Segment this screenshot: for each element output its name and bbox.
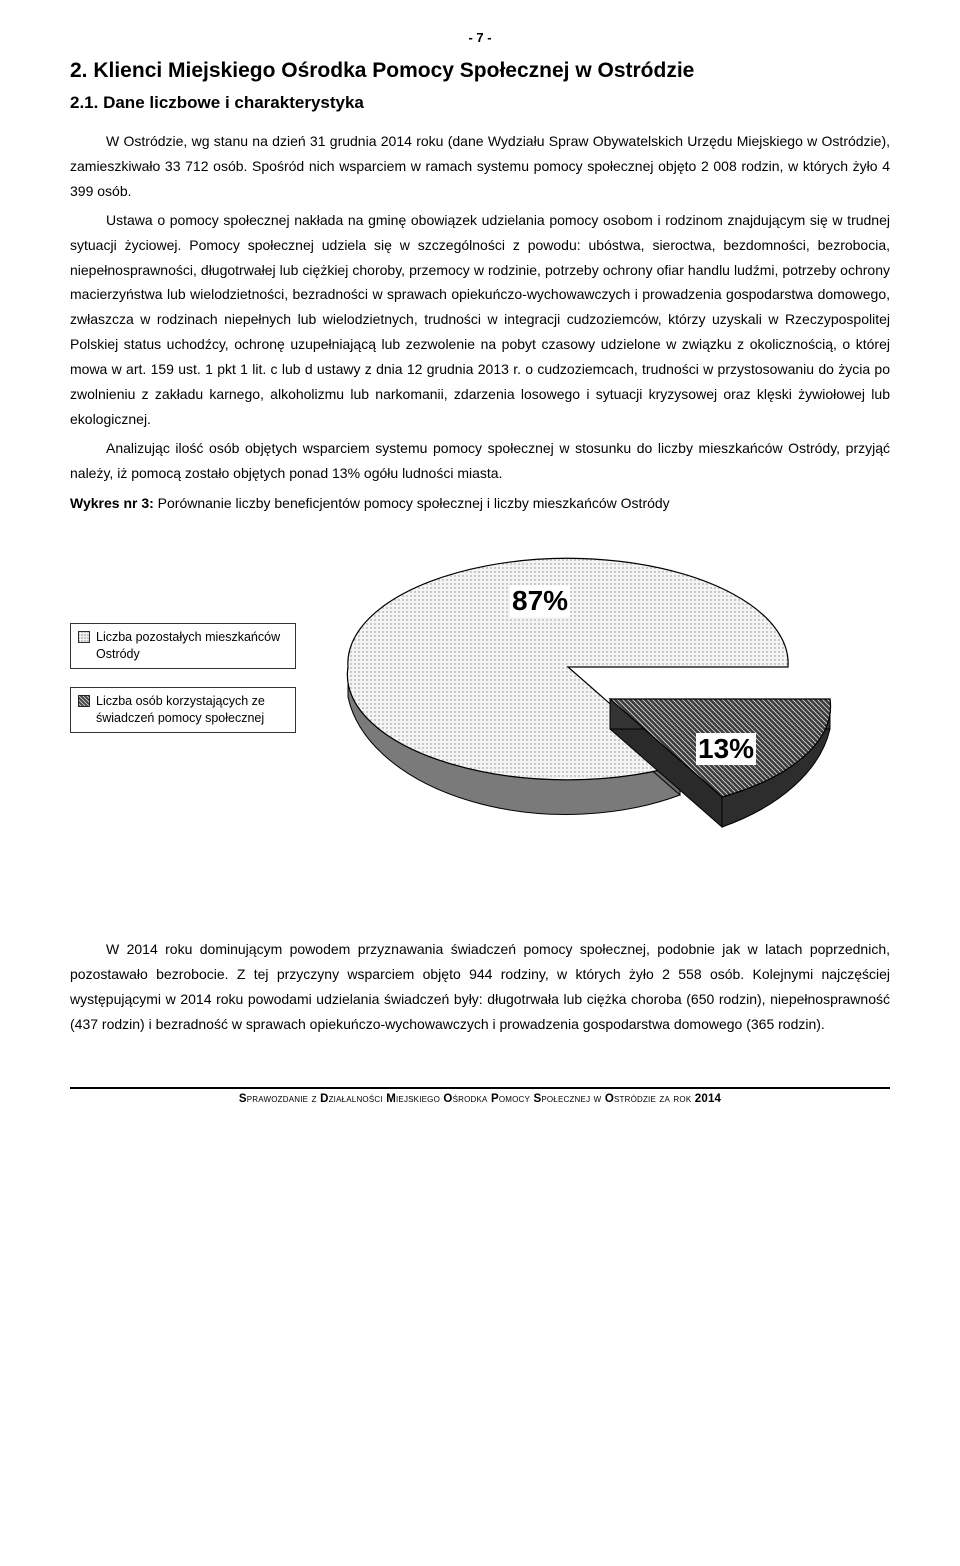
pct-label-87: 87% — [510, 585, 570, 617]
pie-chart: Liczba pozostałych mieszkańców Ostródy L… — [70, 537, 890, 897]
pie-graphic — [330, 547, 890, 892]
chart-caption: Wykres nr 3: Porównanie liczby beneficje… — [70, 492, 890, 516]
legend-item-beneficiaries: Liczba osób korzystających ze świadczeń … — [70, 687, 296, 733]
chart-caption-label: Wykres nr 3: — [70, 495, 154, 511]
paragraph-3: Analizując ilość osób objętych wsparciem… — [70, 436, 890, 486]
legend-swatch-hatch-icon — [78, 695, 90, 707]
legend-label: Liczba pozostałych mieszkańców Ostródy — [96, 629, 286, 663]
section-title: 2. Klienci Miejskiego Ośrodka Pomocy Spo… — [70, 59, 890, 83]
paragraph-2: Ustawa o pomocy społecznej nakłada na gm… — [70, 208, 890, 432]
footer-separator — [70, 1087, 890, 1089]
paragraph-1: W Ostródzie, wg stanu na dzień 31 grudni… — [70, 129, 890, 204]
pct-label-13: 13% — [696, 733, 756, 765]
chart-caption-title: Porównanie liczby beneficjentów pomocy s… — [154, 495, 670, 511]
page-number: - 7 - — [70, 30, 890, 45]
legend-item-remaining: Liczba pozostałych mieszkańców Ostródy — [70, 623, 296, 669]
subsection-title: 2.1. Dane liczbowe i charakterystyka — [70, 93, 890, 113]
legend-label: Liczba osób korzystających ze świadczeń … — [96, 693, 286, 727]
paragraph-4: W 2014 roku dominującym powodem przyznaw… — [70, 937, 890, 1037]
legend-swatch-dots-icon — [78, 631, 90, 643]
footer-text: Sprawozdanie z Działalności Miejskiego O… — [70, 1093, 890, 1105]
